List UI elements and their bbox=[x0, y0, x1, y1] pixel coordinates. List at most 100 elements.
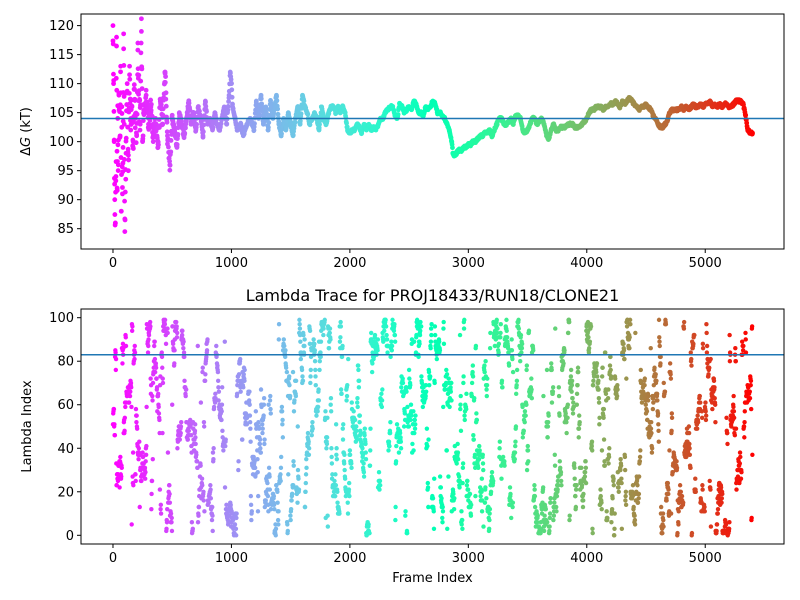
delta-g-point bbox=[311, 110, 317, 116]
lambda-point bbox=[212, 400, 218, 405]
lambda-point bbox=[732, 433, 738, 438]
delta-g-x-tick: 0 bbox=[109, 249, 117, 271]
lambda-point bbox=[375, 337, 381, 342]
lambda-point bbox=[596, 400, 602, 405]
lambda-point bbox=[480, 461, 486, 466]
lambda-point bbox=[547, 524, 552, 529]
lambda-point bbox=[624, 376, 629, 381]
lambda-point bbox=[368, 448, 373, 453]
lambda-point bbox=[571, 404, 576, 410]
lambda-y-tick: 40 bbox=[57, 442, 81, 457]
lambda-point bbox=[133, 406, 139, 412]
delta-g-point bbox=[136, 98, 142, 104]
lambda-point bbox=[342, 452, 347, 457]
lambda-point bbox=[656, 439, 661, 444]
delta-g-point bbox=[134, 133, 140, 139]
lambda-point bbox=[699, 409, 705, 414]
lambda-point bbox=[583, 480, 589, 486]
lambda-point bbox=[627, 345, 632, 351]
delta-g-point bbox=[224, 121, 230, 127]
lambda-point bbox=[281, 337, 286, 342]
lambda-point bbox=[597, 415, 602, 420]
lambda-point bbox=[153, 361, 159, 366]
lambda-point bbox=[344, 398, 349, 403]
lambda-point bbox=[605, 515, 610, 521]
lambda-point bbox=[429, 322, 434, 327]
lambda-point bbox=[410, 441, 415, 447]
lambda-point bbox=[325, 524, 331, 529]
delta-g-point bbox=[127, 63, 132, 69]
lambda-point bbox=[329, 461, 335, 466]
lambda-point bbox=[619, 476, 624, 481]
lambda-point bbox=[204, 354, 209, 360]
lambda-point bbox=[113, 367, 119, 373]
lambda-point bbox=[255, 469, 260, 475]
lambda-point bbox=[444, 372, 450, 377]
lambda-point bbox=[586, 335, 591, 340]
lambda-point bbox=[242, 367, 247, 373]
lambda-point bbox=[267, 398, 273, 403]
lambda-panel: Lambda Trace for PROJ18433/RUN18/CLONE21… bbox=[20, 286, 785, 586]
lambda-point bbox=[686, 430, 692, 436]
lambda-y-tick: 0 bbox=[66, 529, 81, 544]
lambda-point bbox=[234, 511, 239, 516]
delta-g-y-tick: 100 bbox=[49, 135, 81, 150]
delta-g-point bbox=[261, 121, 266, 127]
lambda-point bbox=[189, 520, 195, 525]
lambda-point bbox=[321, 332, 326, 338]
lambda-point bbox=[237, 356, 243, 362]
lambda-point bbox=[360, 446, 365, 451]
delta-g-y-axis-label: ΔG (kT) bbox=[19, 107, 34, 156]
lambda-point bbox=[430, 496, 436, 501]
lambda-point bbox=[396, 450, 402, 455]
delta-g-point bbox=[126, 157, 132, 163]
g-symbol: G bbox=[19, 137, 34, 147]
lambda-point bbox=[147, 319, 153, 325]
delta-g-point bbox=[413, 101, 419, 107]
lambda-x-tick: 0 bbox=[109, 544, 117, 566]
lambda-point bbox=[201, 489, 206, 494]
delta-g-point bbox=[160, 112, 166, 118]
lambda-point bbox=[323, 409, 328, 414]
lambda-point bbox=[500, 385, 505, 390]
lambda-point bbox=[338, 324, 344, 329]
lambda-point bbox=[649, 419, 654, 425]
lambda-point bbox=[178, 424, 184, 429]
lambda-point bbox=[417, 341, 422, 347]
lambda-point bbox=[149, 491, 154, 497]
lambda-point bbox=[356, 385, 362, 390]
lambda-point bbox=[278, 472, 283, 477]
lambda-point bbox=[436, 339, 442, 344]
lambda-point bbox=[386, 439, 392, 444]
delta-g-point bbox=[122, 229, 128, 234]
lambda-point bbox=[278, 454, 284, 460]
delta-g-point bbox=[740, 101, 746, 107]
lambda-point bbox=[256, 493, 261, 499]
delta-g-point bbox=[361, 121, 367, 127]
lambda-point bbox=[256, 426, 262, 431]
lambda-point bbox=[167, 491, 172, 497]
lambda-point bbox=[471, 437, 476, 442]
lambda-point bbox=[586, 345, 592, 351]
lambda-point bbox=[137, 504, 142, 510]
delta-g-point bbox=[330, 104, 336, 110]
delta-g-point bbox=[301, 98, 307, 104]
lambda-point bbox=[164, 520, 170, 525]
lambda-point bbox=[262, 437, 267, 442]
lambda-point bbox=[288, 506, 294, 512]
lambda-point bbox=[535, 513, 540, 518]
lambda-point bbox=[345, 511, 351, 516]
lambda-point bbox=[312, 341, 317, 347]
lambda-point bbox=[720, 491, 725, 497]
lambda-point bbox=[552, 463, 558, 468]
delta-g-point bbox=[179, 121, 185, 127]
lambda-point bbox=[296, 487, 302, 492]
lambda-point bbox=[598, 487, 603, 492]
lambda-point bbox=[219, 385, 225, 390]
lambda-point bbox=[460, 461, 466, 466]
delta-g-point bbox=[123, 176, 129, 182]
lambda-point bbox=[573, 493, 578, 499]
lambda-point bbox=[725, 430, 730, 436]
delta-g-point bbox=[139, 86, 145, 91]
lambda-point bbox=[393, 504, 398, 510]
